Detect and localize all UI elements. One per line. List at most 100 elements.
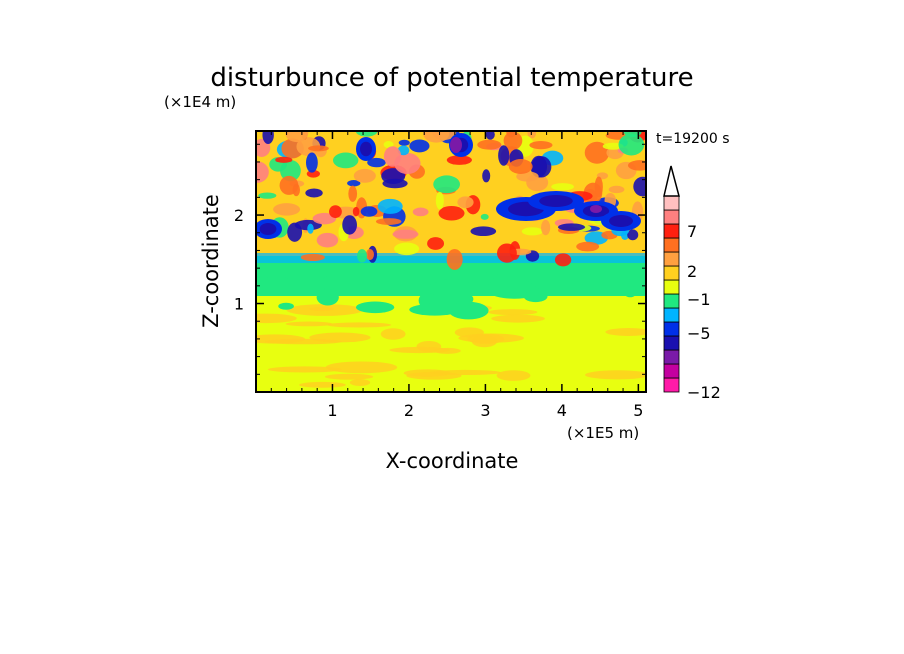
upper-blob <box>427 237 445 250</box>
mid-green-patch <box>316 289 339 306</box>
y-axis-label: Z-coordinate <box>199 194 223 328</box>
upper-blob <box>602 142 624 150</box>
colorbar-label-minus12: −12 <box>687 383 721 402</box>
upper-blob <box>485 131 495 140</box>
upper-blob <box>329 205 342 219</box>
x-tick-label-5: 5 <box>633 401 643 420</box>
lower-streak <box>496 370 531 381</box>
upper-blob <box>262 131 274 144</box>
mid-green-patch <box>623 285 637 298</box>
x-tick-label-2: 2 <box>404 401 414 420</box>
colorbar-box <box>663 293 680 309</box>
upper-blob <box>287 222 303 242</box>
lower-streak <box>324 373 374 380</box>
upper-blob <box>412 207 429 217</box>
navy-core <box>360 141 372 157</box>
upper-blob <box>296 137 321 156</box>
colorbar-box <box>663 363 680 379</box>
lower-streak <box>430 369 501 376</box>
x-tick-label-4: 4 <box>557 401 567 420</box>
colorbar-box <box>663 265 680 281</box>
lower-streak <box>349 379 371 386</box>
upper-blob <box>333 152 359 169</box>
lower-streak <box>285 321 333 327</box>
upper-blob <box>503 131 523 150</box>
upper-blob <box>446 155 472 165</box>
colorbar-box <box>663 335 680 351</box>
upper-blob <box>347 180 361 187</box>
upper-blob <box>633 176 646 197</box>
upper-blob <box>457 196 474 209</box>
upper-blob <box>307 223 314 234</box>
upper-blob <box>377 198 403 214</box>
lower-streak <box>326 322 392 328</box>
colorbar-box <box>663 195 680 211</box>
upper-blob <box>521 227 543 236</box>
upper-blob <box>305 188 323 198</box>
lower-streak <box>309 332 371 343</box>
upper-blob <box>608 185 625 194</box>
x-tick-label-3: 3 <box>480 401 490 420</box>
lower-streak <box>491 314 545 323</box>
colorbar-label-2: 2 <box>687 262 697 281</box>
upper-blob <box>308 145 329 152</box>
upper-blob <box>392 229 419 239</box>
mid-green-patch <box>355 301 395 314</box>
upper-blob <box>365 248 374 261</box>
upper-blob <box>554 253 572 267</box>
colorbar-extend-arrow <box>663 165 680 197</box>
upper-blob <box>618 133 645 156</box>
x-ticks <box>270 131 640 392</box>
upper-blob <box>383 146 402 167</box>
colorbar-label-minus5: −5 <box>687 324 711 343</box>
upper-blob <box>482 169 491 183</box>
x-tick-label-1: 1 <box>327 401 337 420</box>
mid-green-patch <box>426 280 478 297</box>
colorbar-label-minus1: −1 <box>687 290 711 309</box>
upper-blob <box>394 242 420 256</box>
colorbar-box <box>663 251 680 267</box>
lower-streak <box>256 313 297 324</box>
lower-streak <box>487 309 538 316</box>
upper-blob <box>375 218 402 225</box>
colorbar-box <box>663 321 680 337</box>
upper-blob <box>527 131 537 139</box>
colorbar-box <box>663 349 680 365</box>
upper-blob <box>357 249 367 263</box>
navy-core <box>259 223 277 235</box>
upper-blob <box>275 156 293 163</box>
upper-blob <box>551 183 575 191</box>
upper-blob <box>409 139 430 153</box>
upper-blob <box>497 243 517 263</box>
colorbar-box <box>663 307 680 323</box>
contour-field <box>256 131 646 392</box>
upper-blob <box>382 178 408 189</box>
upper-blob <box>529 141 553 150</box>
chart-title: disturbunce of potential temperature <box>210 63 693 93</box>
upper-blob <box>446 249 463 270</box>
upper-blob <box>256 161 269 183</box>
upper-blob <box>433 175 460 194</box>
plot-frame <box>255 130 647 393</box>
upper-blob <box>516 171 539 182</box>
y-tick-label-2: 2 <box>234 206 244 225</box>
upper-blob <box>438 205 465 221</box>
upper-blob <box>627 160 646 171</box>
purple-core <box>590 205 602 213</box>
upper-blob <box>353 168 376 183</box>
upper-blob <box>316 232 339 248</box>
y-scale-label: (×1E4 m) <box>164 93 236 111</box>
upper-blob <box>342 215 357 235</box>
upper-blob <box>584 141 610 164</box>
y-tick-label-1: 1 <box>234 295 244 314</box>
navy-core <box>539 195 573 207</box>
lower-streak <box>389 346 450 354</box>
purple-core <box>450 137 462 153</box>
mid-green-patch <box>322 275 336 291</box>
colorbar-label-7: 7 <box>687 222 697 241</box>
upper-blob <box>300 253 325 261</box>
upper-blob <box>355 131 378 137</box>
lower-streak <box>309 306 335 312</box>
field-blobs <box>256 131 646 392</box>
upper-blob <box>306 152 318 173</box>
